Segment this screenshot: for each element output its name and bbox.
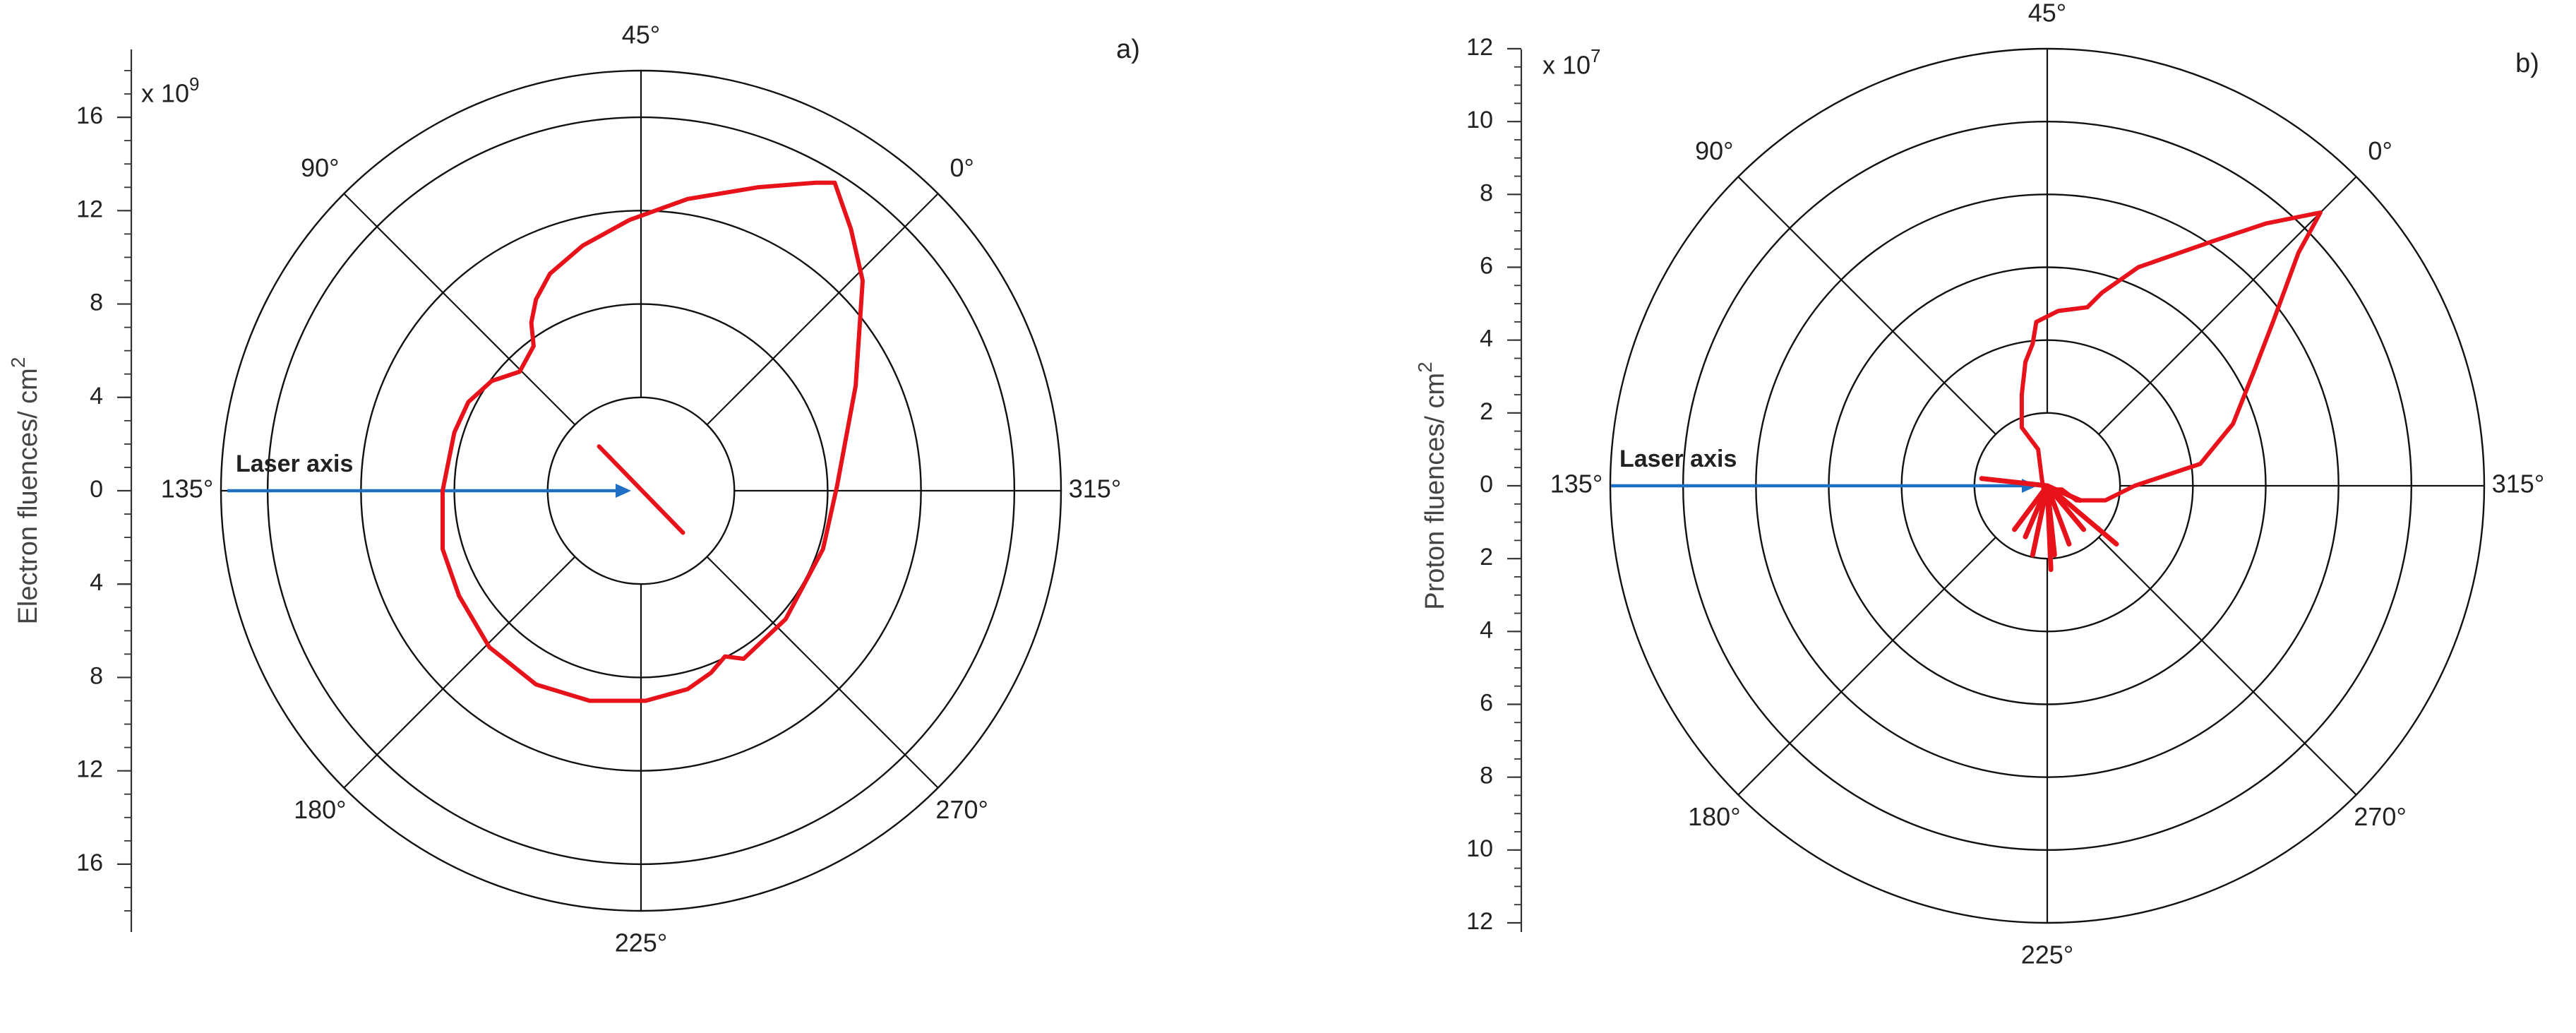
spoke-135 [343, 193, 576, 426]
radial-tick-label: 8 [1480, 763, 1493, 789]
angle-label-0: 0° [2368, 136, 2392, 165]
fluence-spike-7 [2044, 483, 2072, 547]
fluence-spike-1 [1979, 476, 2050, 489]
radial-tick-label: 2 [1480, 544, 1493, 571]
spoke-135 [1737, 176, 1996, 435]
angle-label-180: 180° [294, 795, 346, 824]
axis-multiplier: x 107 [1542, 45, 1601, 80]
angle-label-270: 270° [935, 795, 988, 824]
y-axis-label: Electron fluences/ cm2 [7, 357, 43, 625]
electron-polar-chart: 0° 45° 90° 135° 180° 225° 270° 315° 16 12 8 4 0 4 8 12 1… [7, 20, 1140, 957]
angle-label-225: 225° [2021, 941, 2073, 969]
angle-label-225: 225° [615, 928, 667, 957]
radial-tick-label: 10 [1466, 107, 1493, 133]
radial-tick-label: 16 [76, 849, 103, 876]
radial-tick-label: 10 [1466, 835, 1493, 862]
fluence-spike-4 [2030, 483, 2050, 558]
angle-label-315: 315° [1069, 474, 1121, 503]
radial-tick-label: 12 [1466, 34, 1493, 61]
radial-tick-label: 4 [1480, 326, 1493, 352]
laser-axis-arrow-head [616, 484, 631, 498]
fluence-curve-2 [597, 444, 685, 535]
radial-tick-label: 8 [90, 662, 103, 689]
fluence-spike-10 [2044, 483, 2083, 503]
fluence-curve-1 [441, 180, 865, 703]
spoke-225 [343, 556, 576, 789]
laser-axis-label: Laser axis [236, 450, 353, 477]
radial-tick-label: 6 [1480, 689, 1493, 716]
radial-tick-label: 4 [1480, 616, 1493, 643]
spoke-315 [2098, 537, 2357, 796]
angle-label-90: 90° [1695, 136, 1733, 165]
spoke-45 [2098, 176, 2357, 435]
angle-label-315: 315° [2492, 470, 2544, 498]
axis-multiplier: x 109 [141, 73, 200, 108]
proton-polar-chart: 0° 45° 90° 135° 180° 225° 270° 315° 12 10 8 6 4 2 0 2 4 6… [1414, 0, 2544, 969]
radial-tick-label: 8 [1480, 179, 1493, 206]
angle-label-90: 90° [301, 153, 339, 182]
radial-tick-label: 4 [90, 569, 103, 596]
spoke-225 [1737, 537, 1996, 796]
radial-tick-label: 16 [76, 102, 103, 129]
radial-tick-label: 6 [1480, 252, 1493, 279]
angle-label-270: 270° [2354, 802, 2406, 831]
angle-label-180: 180° [1688, 802, 1740, 831]
angle-label-135: 135° [161, 474, 213, 503]
angle-label-45: 45° [622, 20, 660, 49]
angle-label-0: 0° [949, 153, 974, 182]
fluence-spike-9 [2044, 483, 2119, 547]
radial-tick-label: 12 [1466, 908, 1493, 935]
angle-label-45: 45° [2028, 0, 2066, 28]
y-axis-label: Proton fluences/ cm2 [1414, 362, 1450, 609]
fluence-spike-6 [2044, 483, 2057, 558]
radial-tick-label: 4 [90, 383, 103, 410]
spoke-315 [706, 556, 939, 789]
laser-axis-label: Laser axis [1619, 446, 1737, 472]
spoke-45 [706, 193, 939, 426]
radial-tick-label: 12 [76, 756, 103, 783]
panel-label: b) [2515, 49, 2539, 78]
angle-label-135: 135° [1550, 470, 1602, 498]
radial-tick-label: 8 [90, 289, 103, 316]
fluence-curve-1 [2019, 210, 2323, 503]
radial-tick-label: 0 [90, 476, 103, 503]
radial-tick-label: 12 [76, 196, 103, 222]
panel-label: a) [1116, 35, 1140, 64]
radial-tick-label: 0 [1480, 471, 1493, 498]
radial-tick-label: 2 [1480, 398, 1493, 425]
